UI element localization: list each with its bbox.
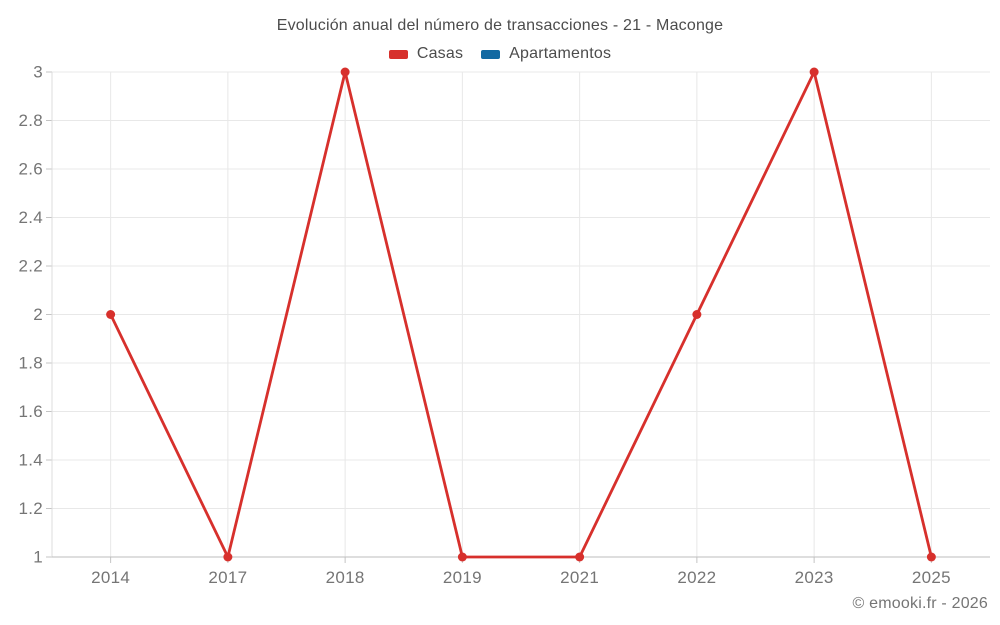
- x-tick-label: 2017: [208, 568, 247, 587]
- y-tick-label: 2.8: [18, 111, 43, 130]
- x-tick-label: 2022: [677, 568, 716, 587]
- chart-title: Evolución anual del número de transaccio…: [276, 17, 724, 34]
- x-tick-label: 2021: [560, 568, 599, 587]
- y-tick-label: 1.4: [18, 451, 43, 470]
- x-tick-label: 2014: [91, 568, 130, 587]
- x-tick-label: 2018: [326, 568, 365, 587]
- legend-label-casas: Casas: [416, 45, 464, 62]
- series-point-casas[interactable]: [340, 67, 350, 77]
- legend-label-apartamentos: Apartamentos: [509, 45, 612, 62]
- series-line-casas: [109, 70, 933, 559]
- copyright-text: © emooki.fr - 2026: [852, 595, 988, 612]
- series-point-casas[interactable]: [692, 310, 702, 319]
- y-tick-label: 1.2: [18, 499, 43, 518]
- series-point-casas[interactable]: [575, 552, 585, 562]
- legend-swatch-apartamentos-icon: [481, 49, 501, 59]
- legend: Casas Apartamentos: [0, 45, 1000, 63]
- series-point-casas[interactable]: [223, 552, 233, 562]
- series-point-casas[interactable]: [106, 310, 116, 319]
- series-point-casas[interactable]: [457, 552, 467, 562]
- y-tick-label: 1: [33, 548, 43, 567]
- series-point-casas[interactable]: [926, 552, 936, 562]
- y-tick-label: 2.2: [18, 257, 43, 276]
- y-tick-label: 1.6: [18, 402, 43, 421]
- series-point-casas[interactable]: [809, 67, 819, 77]
- x-tick-label: 2019: [443, 568, 482, 587]
- legend-item-apartamentos[interactable]: Apartamentos: [481, 45, 611, 63]
- y-tick-label: 2.4: [18, 208, 43, 227]
- y-tick-label: 1.8: [18, 354, 43, 373]
- legend-item-casas[interactable]: Casas: [388, 45, 464, 63]
- x-tick-label: 2025: [912, 568, 951, 587]
- x-tick-label: 2023: [795, 568, 834, 587]
- y-tick-label: 2: [33, 305, 43, 324]
- legend-swatch-casas-icon: [388, 49, 408, 59]
- y-tick-label: 3: [33, 63, 43, 82]
- y-tick-label: 2.6: [18, 160, 43, 179]
